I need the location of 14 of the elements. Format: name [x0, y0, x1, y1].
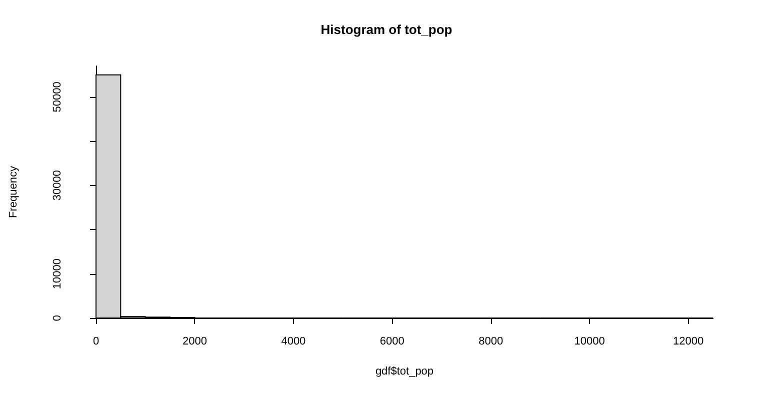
x-axis-title: gdf$tot_pop — [375, 366, 434, 378]
y-tick-label: 10000 — [52, 258, 64, 290]
y-axis-title: Frequency — [8, 166, 20, 218]
x-tick-label: 4000 — [281, 336, 306, 348]
chart-title: Histogram of tot_pop — [320, 22, 452, 37]
x-tick-label: 10000 — [574, 336, 605, 348]
y-tick-label: 0 — [52, 314, 64, 322]
x-tick-label: 8000 — [478, 336, 504, 348]
x-tick-label: 6000 — [380, 336, 404, 348]
x-tick-label: 2000 — [182, 336, 207, 348]
y-tick-label: 30000 — [52, 170, 64, 201]
y-tick-label: 50000 — [52, 82, 64, 112]
x-tick-label: 0 — [92, 336, 100, 348]
x-tick-label: 12000 — [673, 336, 704, 348]
